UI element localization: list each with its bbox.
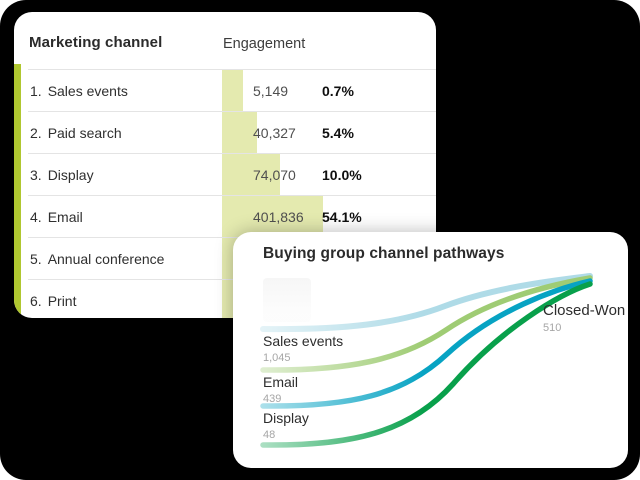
flow-curve-sales-events	[260, 275, 593, 373]
channel-name: Email	[47, 208, 83, 225]
flow-curve-unlabeled	[260, 273, 593, 333]
source-node-display: Display 48	[263, 410, 309, 441]
node-value: 48	[263, 429, 276, 441]
engagement-value: 74,070	[253, 166, 296, 183]
table-row: 4. Email 401,836 54.1%	[28, 195, 436, 238]
flow-curve-display	[260, 281, 593, 448]
engagement-percent: 5.4%	[322, 124, 354, 141]
engagement-bar	[222, 196, 323, 238]
node-value: 439	[263, 393, 282, 405]
engagement-percent: 0.7%	[322, 82, 354, 99]
source-node-sales-events: Sales events 1,045	[263, 333, 343, 364]
engagement-bar	[222, 154, 280, 196]
channel-name: Print	[47, 292, 77, 309]
engagement-column-header: Engagement	[223, 36, 306, 52]
engagement-bar	[222, 112, 257, 154]
row-rank: 2.	[30, 124, 42, 141]
row-rank: 1.	[30, 82, 42, 99]
row-rank: 3.	[30, 166, 42, 183]
channel-name: Display	[47, 166, 94, 183]
node-label: Closed-Won	[543, 302, 626, 319]
engagement-percent: 54.1%	[322, 208, 362, 225]
row-rank: 4.	[30, 208, 42, 225]
table-row: 6. Print	[28, 279, 436, 318]
channel-name: Sales events	[47, 82, 128, 99]
engagement-bar	[222, 70, 243, 112]
table-title: Marketing channel	[29, 34, 163, 51]
node-label: Email	[263, 374, 299, 390]
source-node-email: Email 439	[263, 374, 298, 405]
faded-node-placeholder	[263, 278, 311, 322]
pathways-card: Buying group channel pathways	[233, 232, 628, 468]
node-label: Display	[263, 410, 309, 426]
table-row: 1. Sales events 5,149 0.7%	[28, 69, 436, 112]
table-accent-strip	[14, 64, 21, 318]
row-rank: 5.	[30, 250, 42, 267]
pathways-title: Buying group channel pathways	[263, 245, 505, 262]
node-value: 510	[543, 322, 562, 334]
table-row: 2. Paid search 40,327 5.4%	[28, 111, 436, 154]
row-rank: 6.	[30, 292, 42, 309]
node-value: 1,045	[263, 352, 291, 364]
flow-curve-email	[260, 278, 593, 409]
engagement-value: 5,149	[253, 82, 289, 99]
table-body: 1. Sales events 5,149 0.7% 2. Paid search …	[28, 69, 436, 318]
engagement-percent: 10.0%	[322, 166, 362, 183]
marketing-channel-card: Marketing channel Engagement 1. Sales eve…	[14, 12, 436, 318]
pathways-flow-chart	[260, 273, 593, 448]
engagement-value: 401,836	[253, 208, 304, 225]
channel-name: Annual conference	[47, 250, 165, 267]
target-node-closed-won: Closed-Won 510	[543, 302, 625, 334]
engagement-value: 40,327	[253, 124, 296, 141]
engagement-bar	[222, 280, 236, 318]
table-row: 3. Display 74,070 10.0%	[28, 153, 436, 196]
channel-name: Paid search	[47, 124, 122, 141]
node-label: Sales events	[263, 333, 344, 349]
